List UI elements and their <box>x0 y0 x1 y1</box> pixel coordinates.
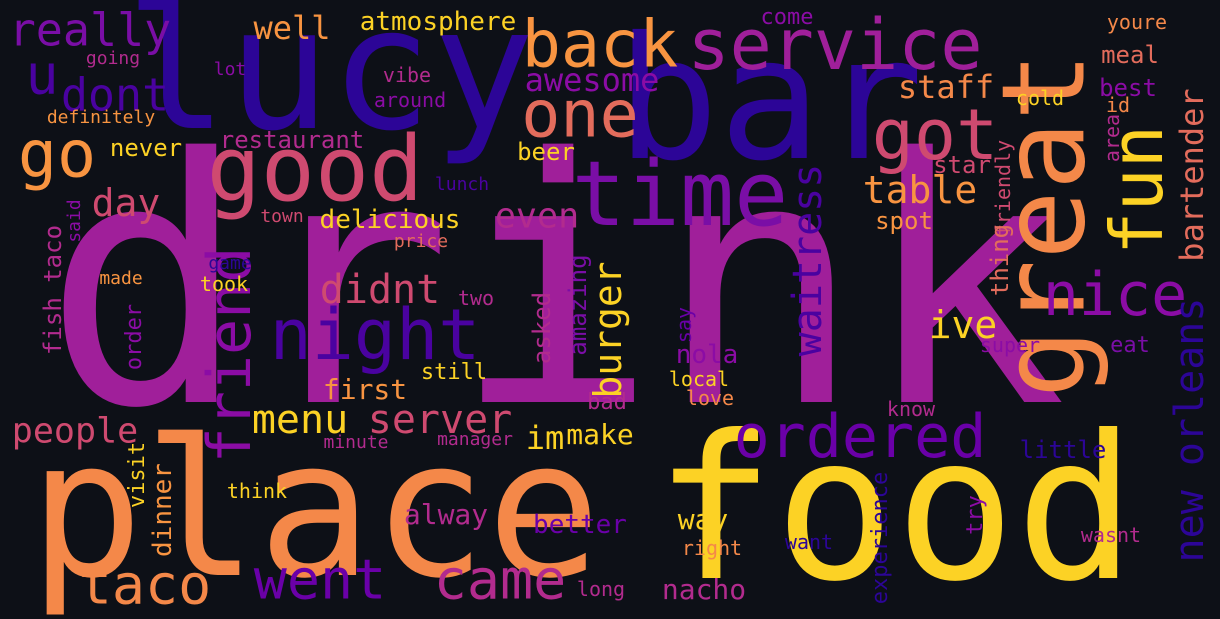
word-waitress: waitress <box>785 163 831 357</box>
word-definitely: definitely <box>46 107 156 128</box>
word-love: love <box>685 386 735 410</box>
word-town: town <box>260 206 304 227</box>
word-experience: experience <box>868 471 893 605</box>
word-beer: beer <box>517 138 575 166</box>
word-never: never <box>109 134 183 162</box>
word-better: better <box>533 510 627 540</box>
word-meal: meal <box>1101 41 1159 69</box>
word-wasnt: wasnt <box>1080 523 1142 547</box>
word-new-orleans: new orleans <box>1167 297 1213 563</box>
word-way: way <box>677 503 729 536</box>
word-game: game <box>208 253 252 274</box>
word-long: long <box>576 577 626 601</box>
word-friendly: friendly <box>991 139 1015 237</box>
word-delicious: delicious <box>319 205 461 235</box>
word-good: good <box>206 117 424 222</box>
word-lot: lot <box>213 59 247 80</box>
word-nacho: nacho <box>661 573 747 606</box>
word-said: said <box>64 199 85 243</box>
word-spot: spot <box>875 207 933 235</box>
word-want: want <box>784 530 834 554</box>
word-people: people <box>11 411 139 452</box>
word-nice: nice <box>1042 260 1188 330</box>
word-came: came <box>433 547 567 612</box>
word-dinner: dinner <box>148 463 178 557</box>
word-didnt: didnt <box>319 267 441 313</box>
word-u: u <box>25 42 59 107</box>
word-lucy: lucy <box>125 0 535 169</box>
word-id: id <box>1105 93 1131 117</box>
word-got: got <box>871 94 999 176</box>
word-really: really <box>8 3 172 57</box>
word-around: around <box>373 88 447 112</box>
word-super: super <box>979 333 1041 357</box>
word-well: well <box>253 9 331 47</box>
word-atmosphere: atmosphere <box>359 7 517 37</box>
word-night: night <box>269 294 481 376</box>
word-star: star <box>933 151 991 179</box>
word-food: food <box>654 393 1136 619</box>
word-service: service <box>687 4 983 86</box>
word-alway: alway <box>403 498 489 531</box>
word-youre: youre <box>1106 10 1168 34</box>
word-dont: dont <box>60 68 170 122</box>
word-vibe: vibe <box>382 63 432 87</box>
word-fish-taco: fish taco <box>39 224 67 356</box>
word-say: say <box>672 306 696 344</box>
word-server: server <box>367 397 513 443</box>
word-asked: asked <box>528 291 556 365</box>
word-one: one <box>521 77 639 153</box>
word-back: back <box>521 7 679 83</box>
word-manager: manager <box>437 429 513 450</box>
word-burger: burger <box>586 261 630 399</box>
word-still: still <box>420 360 488 385</box>
word-made: made <box>99 268 143 289</box>
word-think: think <box>226 479 288 503</box>
word-im: im <box>525 419 565 457</box>
word-local: local <box>668 367 730 391</box>
word-best: best <box>1099 74 1157 102</box>
word-little: little <box>1019 436 1107 464</box>
word-even: even <box>494 196 580 237</box>
word-bar: bar <box>616 1 924 199</box>
word-ive: ive <box>928 303 998 347</box>
word-table: table <box>862 168 978 212</box>
word-cold: cold <box>1015 86 1065 110</box>
word-ordered: ordered <box>733 402 987 472</box>
word-area: area <box>1100 113 1124 163</box>
word-amazing: amazing <box>564 254 592 356</box>
word-took: took <box>199 272 249 296</box>
word-come: come <box>760 5 814 30</box>
word-restaurant: restaurant <box>219 126 365 154</box>
word-know: know <box>886 397 936 421</box>
word-bartender: bartender <box>1173 88 1211 262</box>
word-went: went <box>253 547 387 612</box>
word-go: go <box>17 117 97 193</box>
word-two: two <box>457 286 495 310</box>
word-bad: bad <box>587 390 627 415</box>
word-visit: visit <box>125 441 150 509</box>
word-time: time <box>571 142 789 247</box>
word-menu: menu <box>251 397 349 443</box>
word-nola: nola <box>675 340 739 370</box>
word-lunch: lunch <box>434 174 490 195</box>
word-order: order <box>122 303 147 371</box>
word-going: going <box>85 48 141 69</box>
word-try: try <box>963 495 988 535</box>
word-thing: thing <box>986 223 1014 297</box>
word-first: first <box>322 373 408 406</box>
word-make: make <box>566 418 634 451</box>
word-right: right <box>681 536 743 560</box>
word-staff: staff <box>897 68 995 106</box>
word-taco: taco <box>78 552 212 617</box>
word-price: price <box>393 231 449 252</box>
word-drink: drink <box>43 87 1067 483</box>
word-minute: minute <box>323 432 389 453</box>
word-awesome: awesome <box>524 61 660 99</box>
word-place: place <box>29 399 601 619</box>
word-eat: eat <box>1110 333 1150 358</box>
word-day: day <box>91 181 161 225</box>
